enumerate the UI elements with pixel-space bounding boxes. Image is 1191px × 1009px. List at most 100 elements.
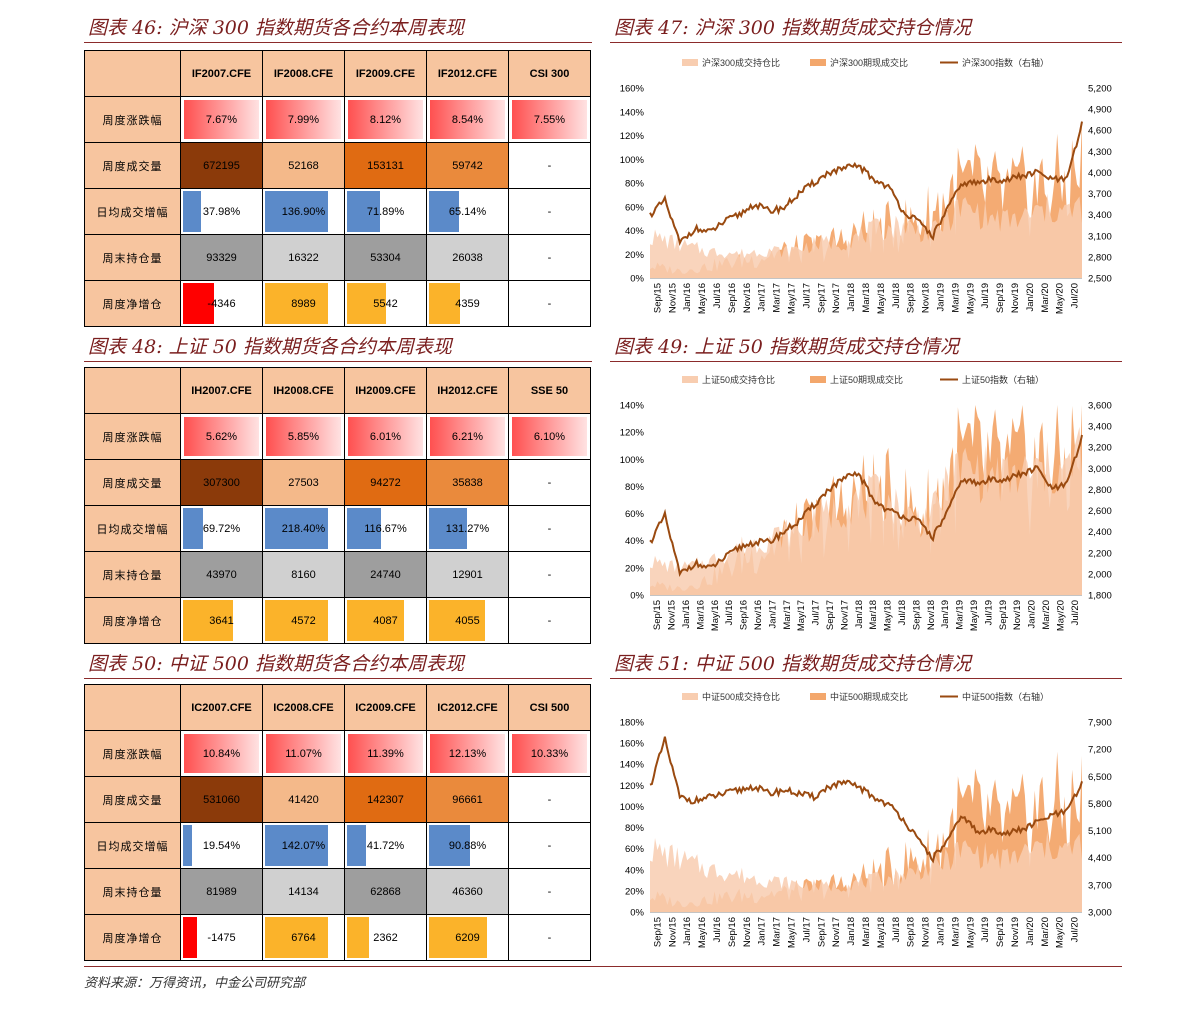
y-tick-label: 40% xyxy=(625,226,645,237)
y2-tick-label: 5,100 xyxy=(1088,826,1112,837)
cell-value: 218.40% xyxy=(281,522,326,535)
cell-value: 131.27% xyxy=(445,522,490,535)
table-cell: 7.67% xyxy=(180,96,263,143)
x-tick-label: May/19 xyxy=(969,600,980,631)
legend-label: 上证50期现成交比 xyxy=(830,374,903,385)
y-tick-label: 20% xyxy=(625,886,645,897)
x-tick-label: Mar/19 xyxy=(955,600,966,630)
cell-value: 11.07% xyxy=(285,747,322,760)
y-tick-label: 140% xyxy=(620,760,645,771)
x-tick-label: Mar/19 xyxy=(950,283,961,313)
column-header: IC2007.CFE xyxy=(180,684,263,731)
cell-value: 35838 xyxy=(452,476,483,489)
chart-csi500: 中证500成交持仓比 中证500期现成交比 中证500指数（右轴） 0% 20% 40% 6… xyxy=(610,684,1122,959)
table-cell: 11.39% xyxy=(344,730,427,777)
cell-value: 4359 xyxy=(455,297,480,310)
legend-swatch xyxy=(810,376,826,383)
x-tick-label: Sep/15 xyxy=(652,283,663,313)
x-tick-label: Mar/18 xyxy=(868,600,879,630)
cell-bar xyxy=(429,283,460,324)
row-label: 日均成交增幅 xyxy=(84,505,181,552)
y2-tick-label: 3,700 xyxy=(1088,880,1112,891)
x-tick-label: Jul/19 xyxy=(980,283,991,308)
table-cell: 37.98% xyxy=(180,188,263,235)
table-cell: 41.72% xyxy=(344,822,427,869)
table-cell: 6.10% xyxy=(508,413,591,460)
figure-title-49: 图表 49: 上证 50 指数期货成交持仓情况 xyxy=(614,336,959,358)
x-tick-label: Sep/17 xyxy=(816,283,827,313)
cell-value: 43970 xyxy=(206,568,237,581)
table-cell: 43970 xyxy=(180,551,263,598)
cell-value: - xyxy=(547,885,552,898)
cell-value: 307300 xyxy=(203,476,240,489)
cell-bar xyxy=(429,191,459,232)
x-tick-label: Nov/16 xyxy=(742,283,753,313)
y-tick-label: 140% xyxy=(620,107,645,118)
cell-bar xyxy=(265,917,329,958)
series-line-index xyxy=(649,434,1083,578)
y-tick-label: 160% xyxy=(620,84,645,95)
cell-bar xyxy=(429,825,470,866)
chart-sse50: 上证50成交持仓比 上证50期现成交比 上证50指数（右轴） 0% 20% 40% 60% 8… xyxy=(610,367,1122,642)
cell-value: 4055 xyxy=(455,614,480,627)
cell-bar xyxy=(429,508,468,549)
cell-value: - xyxy=(547,793,552,806)
cell-value: 52168 xyxy=(288,159,319,172)
x-tick-label: Jul/20 xyxy=(1070,283,1081,308)
table-corner xyxy=(84,367,181,414)
table-cell: 26038 xyxy=(426,234,509,281)
y-tick-label: 120% xyxy=(620,428,645,439)
table-cell: 46360 xyxy=(426,868,509,915)
x-tick-label: May/17 xyxy=(796,600,807,631)
table-cell: 94272 xyxy=(344,459,427,506)
table-cell: - xyxy=(508,280,591,327)
x-tick-label: Sep/15 xyxy=(652,600,663,630)
table-corner xyxy=(84,684,181,731)
y-tick-label: 60% xyxy=(625,509,645,520)
legend-label: 上证50指数（右轴） xyxy=(962,374,1044,385)
x-tick-label: May/20 xyxy=(1055,283,1066,314)
cell-value: 96661 xyxy=(452,793,483,806)
table-cell: 65.14% xyxy=(426,188,509,235)
cell-value: - xyxy=(547,614,552,627)
y-tick-label: 0% xyxy=(630,908,644,919)
x-tick-label: May/16 xyxy=(710,600,721,631)
cell-value: 69.72% xyxy=(202,522,241,535)
y-tick-label: 80% xyxy=(625,482,645,493)
cell-value: - xyxy=(547,839,552,852)
table-cell: 35838 xyxy=(426,459,509,506)
title-rule xyxy=(610,42,1122,43)
x-tick-label: Mar/16 xyxy=(695,600,706,630)
cell-value: -1475 xyxy=(207,931,236,944)
table-cell: 142307 xyxy=(344,776,427,823)
cell-value: 10.84% xyxy=(202,747,241,760)
column-header: IH2012.CFE xyxy=(426,367,509,414)
x-tick-label: Jul/18 xyxy=(891,917,902,942)
cell-value: 65.14% xyxy=(448,205,487,218)
cell-bar xyxy=(429,917,488,958)
cell-value: - xyxy=(547,159,552,172)
x-tick-label: Mar/20 xyxy=(1041,600,1052,630)
table-corner xyxy=(84,50,181,97)
x-tick-label: Nov/16 xyxy=(753,600,764,630)
figure-title-46: 图表 46: 沪深 300 指数期货各合约本周表现 xyxy=(88,17,465,39)
cell-value: 5.62% xyxy=(205,430,238,443)
row-label: 周度净增仓 xyxy=(84,597,181,644)
x-tick-label: Nov/17 xyxy=(831,917,842,947)
y-tick-label: 120% xyxy=(620,131,645,142)
table-cell: 96661 xyxy=(426,776,509,823)
y2-tick-label: 3,100 xyxy=(1088,231,1112,242)
x-tick-label: May/18 xyxy=(876,917,887,948)
x-tick-label: Mar/18 xyxy=(861,283,872,313)
x-tick-label: Jul/20 xyxy=(1070,917,1081,942)
y2-tick-label: 4,900 xyxy=(1088,105,1112,116)
x-tick-label: May/17 xyxy=(787,283,798,314)
legend-label: 中证500期现成交比 xyxy=(830,691,908,702)
source-footnote: 资料来源：万得资讯，中金公司研究部 xyxy=(84,976,306,991)
table-cell: 5.85% xyxy=(262,413,345,460)
y2-tick-label: 3,600 xyxy=(1088,401,1112,412)
x-tick-label: Nov/15 xyxy=(667,917,678,947)
cell-value: 6764 xyxy=(291,931,316,944)
cell-value: -4346 xyxy=(207,297,236,310)
cell-bar xyxy=(183,283,214,324)
